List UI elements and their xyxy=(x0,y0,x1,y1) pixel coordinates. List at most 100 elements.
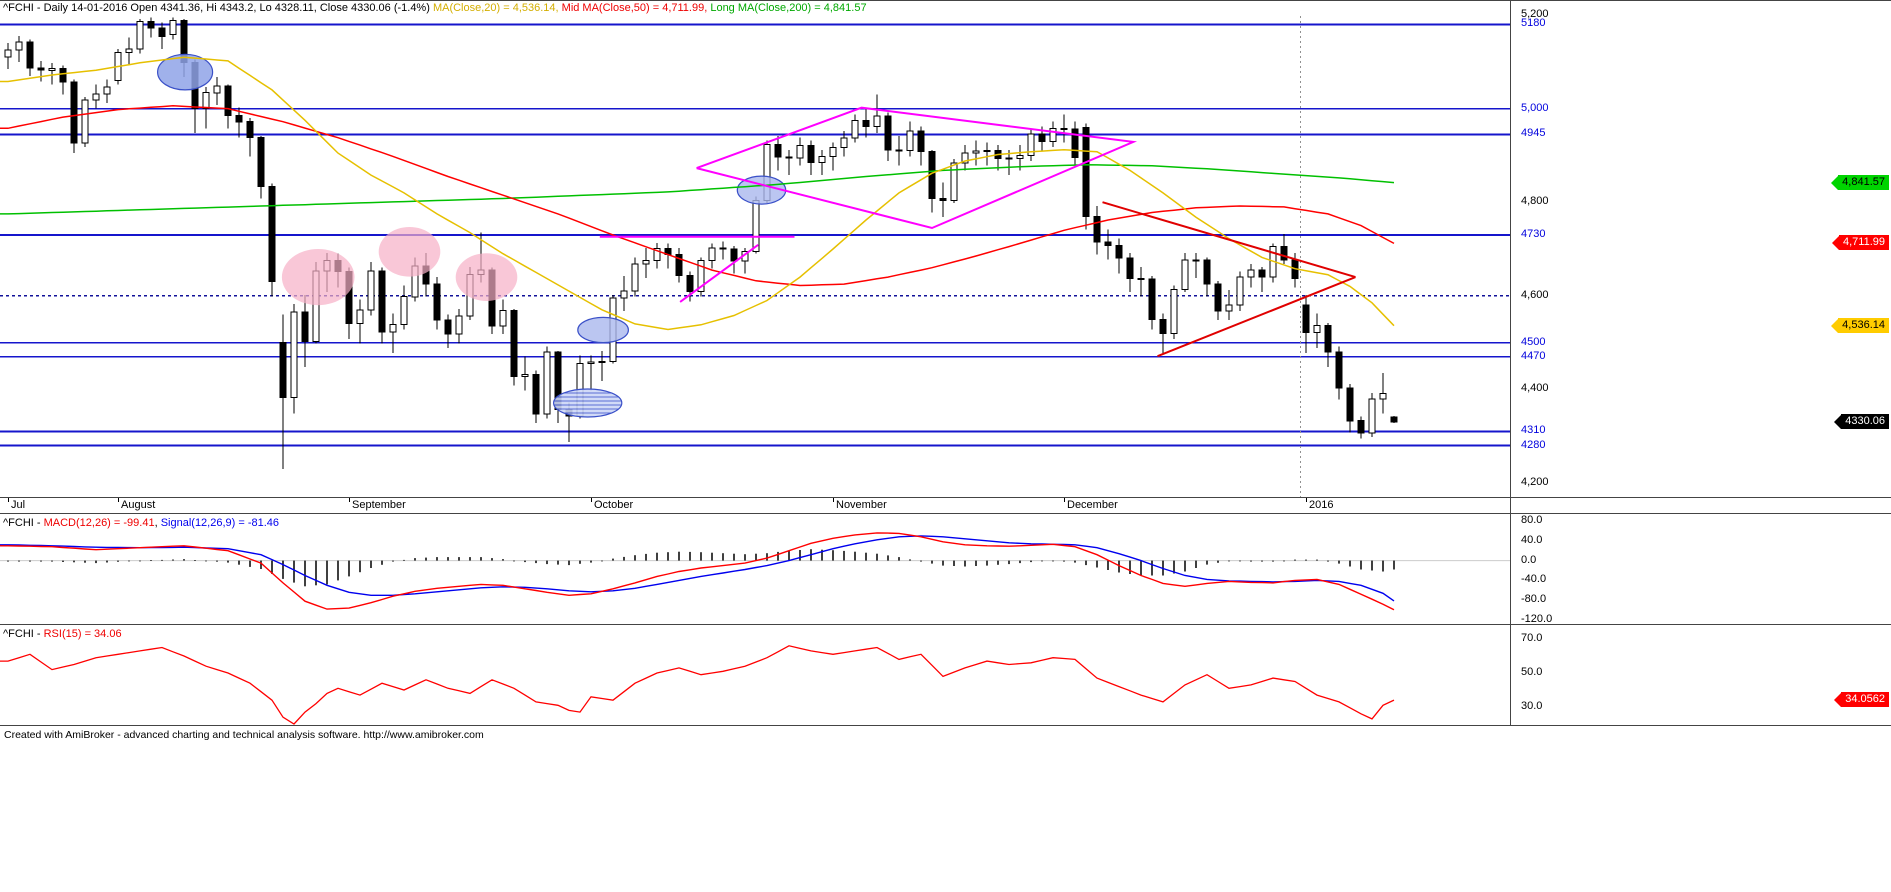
candle-body[interactable] xyxy=(1390,416,1398,423)
candle-body[interactable] xyxy=(378,270,386,333)
candle-body[interactable] xyxy=(829,147,837,157)
candle-body[interactable] xyxy=(246,121,254,139)
candle-body[interactable] xyxy=(1357,420,1365,434)
annotation-ellipse[interactable] xyxy=(455,253,518,301)
candle-body[interactable] xyxy=(147,21,155,29)
annotation-ellipse[interactable] xyxy=(157,53,214,91)
macd-chart-canvas[interactable] xyxy=(0,514,1510,624)
flag-lower-line[interactable] xyxy=(679,243,759,303)
candle-body[interactable] xyxy=(1379,393,1387,400)
candle-body[interactable] xyxy=(389,323,397,333)
candle-body[interactable] xyxy=(873,115,881,127)
candle-body[interactable] xyxy=(499,309,507,327)
candle-body[interactable] xyxy=(1214,283,1222,312)
candle-body[interactable] xyxy=(356,309,364,324)
candle-body[interactable] xyxy=(598,360,606,363)
candle-body[interactable] xyxy=(1192,259,1200,262)
candle-body[interactable] xyxy=(950,162,958,201)
candle-body[interactable] xyxy=(807,145,815,163)
diamond-pattern[interactable] xyxy=(696,106,1138,230)
candle-body[interactable] xyxy=(433,283,441,321)
candle-body[interactable] xyxy=(862,119,870,127)
candle-body[interactable] xyxy=(37,67,45,71)
candle-body[interactable] xyxy=(730,248,738,262)
candle-body[interactable] xyxy=(1225,304,1233,312)
triangle-upper-line[interactable] xyxy=(1102,201,1356,279)
annotation-ellipse[interactable] xyxy=(378,227,441,277)
candle-body[interactable] xyxy=(752,199,760,252)
candle-body[interactable] xyxy=(4,49,12,58)
candle-body[interactable] xyxy=(1302,304,1310,333)
rsi-chart-canvas[interactable] xyxy=(0,625,1510,725)
candle-body[interactable] xyxy=(1115,244,1123,259)
candle-body[interactable] xyxy=(1346,387,1354,422)
candle-body[interactable] xyxy=(785,156,793,159)
candle-body[interactable] xyxy=(719,247,727,250)
ma20-line[interactable] xyxy=(0,56,1395,331)
candle-body[interactable] xyxy=(1005,157,1013,160)
candle-body[interactable] xyxy=(202,92,210,110)
candle-body[interactable] xyxy=(642,260,650,265)
candle-body[interactable] xyxy=(532,373,540,415)
candle-body[interactable] xyxy=(1170,288,1178,334)
candle-body[interactable] xyxy=(48,67,56,71)
candle-body[interactable] xyxy=(1258,269,1266,278)
candle-body[interactable] xyxy=(125,48,133,54)
candle-body[interactable] xyxy=(851,119,859,139)
candle-body[interactable] xyxy=(917,130,925,153)
candle-body[interactable] xyxy=(92,93,100,101)
candle-body[interactable] xyxy=(884,115,892,151)
candle-body[interactable] xyxy=(983,149,991,152)
candle-body[interactable] xyxy=(774,144,782,158)
candle-body[interactable] xyxy=(279,342,287,398)
annotation-ellipse[interactable] xyxy=(553,388,623,418)
candle-body[interactable] xyxy=(1060,127,1068,130)
candle-body[interactable] xyxy=(400,296,408,325)
ma200-line[interactable] xyxy=(0,164,1395,215)
candle-body[interactable] xyxy=(1159,319,1167,334)
candle-body[interactable] xyxy=(1126,257,1134,279)
candle-body[interactable] xyxy=(1203,259,1211,285)
date-axis[interactable]: Jul August September October November Decembe… xyxy=(0,497,1891,514)
candle-body[interactable] xyxy=(1038,133,1046,142)
ma50-line[interactable] xyxy=(0,105,1395,287)
candle-body[interactable] xyxy=(59,67,67,83)
annotation-ellipse[interactable] xyxy=(577,316,629,344)
candle-body[interactable] xyxy=(367,270,375,311)
candle-body[interactable] xyxy=(235,115,243,123)
candle-body[interactable] xyxy=(1236,276,1244,306)
candle-body[interactable] xyxy=(895,149,903,152)
candle-body[interactable] xyxy=(268,185,276,282)
candle-body[interactable] xyxy=(543,351,551,415)
candle-body[interactable] xyxy=(1137,278,1145,280)
candle-body[interactable] xyxy=(620,290,628,299)
candle-body[interactable] xyxy=(1104,241,1112,246)
candle-body[interactable] xyxy=(840,137,848,148)
candle-body[interactable] xyxy=(169,20,177,36)
candle-body[interactable] xyxy=(631,263,639,292)
candle-body[interactable] xyxy=(81,99,89,144)
candle-body[interactable] xyxy=(1148,278,1156,321)
candle-body[interactable] xyxy=(70,81,78,144)
candle-body[interactable] xyxy=(1313,324,1321,333)
candle-body[interactable] xyxy=(257,137,265,187)
candle-body[interactable] xyxy=(158,27,166,38)
candle-body[interactable] xyxy=(510,309,518,377)
candle-body[interactable] xyxy=(708,247,716,262)
candle-body[interactable] xyxy=(587,361,595,365)
candle-body[interactable] xyxy=(301,311,309,343)
candle-body[interactable] xyxy=(26,41,34,69)
candle-body[interactable] xyxy=(697,260,705,293)
candle-body[interactable] xyxy=(1368,398,1376,434)
macd-line[interactable] xyxy=(0,532,1395,611)
triangle-lower-line[interactable] xyxy=(1157,276,1356,358)
candle-body[interactable] xyxy=(1093,215,1101,243)
candle-body[interactable] xyxy=(653,248,661,262)
candle-body[interactable] xyxy=(521,373,529,377)
candle-body[interactable] xyxy=(103,86,111,95)
candle-body[interactable] xyxy=(1049,127,1057,142)
macd-signal-line[interactable] xyxy=(0,535,1395,602)
candle-body[interactable] xyxy=(1181,259,1189,290)
candle-body[interactable] xyxy=(444,319,452,335)
candle-body[interactable] xyxy=(1027,133,1035,156)
